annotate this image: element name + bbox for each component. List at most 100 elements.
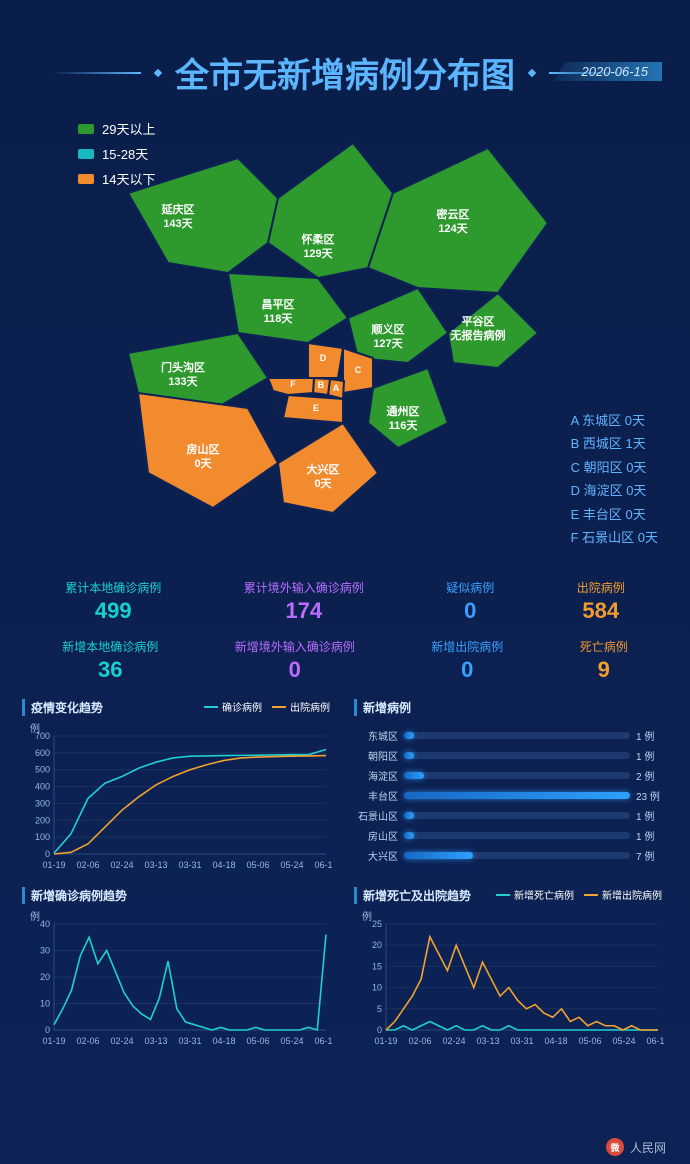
bar-track <box>404 772 630 779</box>
bar-fill <box>404 832 414 839</box>
bar-track <box>404 852 630 859</box>
bar-fill <box>404 732 414 739</box>
new-cases-bars: 东城区1 例朝阳区1 例海淀区2 例丰台区23 例石景山区1 例房山区1 例大兴… <box>354 728 668 863</box>
svg-text:03-31: 03-31 <box>178 860 201 870</box>
svg-text:02-24: 02-24 <box>110 1036 133 1046</box>
district-label: A <box>333 383 340 393</box>
legend-item: 确诊病例 <box>204 699 262 714</box>
bar-value: 1 例 <box>636 728 668 743</box>
bar-label: 丰台区 <box>354 788 398 803</box>
stat-value: 499 <box>65 598 161 624</box>
district-label: C <box>355 365 362 375</box>
bar-row: 海淀区2 例 <box>354 768 668 783</box>
annotation-line: F 石景山区 0天 <box>571 526 658 549</box>
trend-chart-panel: 疫情变化趋势 确诊病例出院病例 例01002003004005006007000… <box>22 699 336 877</box>
svg-text:400: 400 <box>35 782 50 792</box>
svg-text:例: 例 <box>30 910 40 923</box>
district-label: F <box>290 379 296 389</box>
svg-text:5: 5 <box>377 1004 382 1014</box>
bar-track <box>404 752 630 759</box>
new-cases-bar-panel: 新增病例 东城区1 例朝阳区1 例海淀区2 例丰台区23 例石景山区1 例房山区… <box>354 699 668 877</box>
stat-label: 出院病例 <box>577 579 625 596</box>
svg-text:10: 10 <box>40 999 50 1009</box>
stat-value: 174 <box>244 598 364 624</box>
bar-row: 东城区 1 例 <box>354 728 668 743</box>
svg-text:200: 200 <box>35 815 50 825</box>
svg-text:600: 600 <box>35 748 50 758</box>
stat-item: 死亡病例9 <box>580 638 628 683</box>
map-section: 29天以上15-28天14天以下 延庆区143天怀柔区129天密云区124天昌平… <box>0 97 690 577</box>
stat-value: 0 <box>431 657 503 683</box>
bar-value: 23 例 <box>636 788 668 803</box>
svg-text:20: 20 <box>372 940 382 950</box>
stat-label: 累计本地确诊病例 <box>65 579 161 596</box>
svg-text:例: 例 <box>362 910 372 923</box>
stat-item: 疑似病例0 <box>446 579 494 624</box>
bar-label: 朝阳区 <box>354 748 398 763</box>
bar-fill <box>404 752 414 759</box>
bar-row: 朝阳区1 例 <box>354 748 668 763</box>
svg-text:01-19: 01-19 <box>42 1036 65 1046</box>
svg-text:05-24: 05-24 <box>612 1036 635 1046</box>
bar-fill <box>404 852 473 859</box>
annotation-line: C 朝阳区 0天 <box>571 456 658 479</box>
bar-label: 东城区 <box>354 728 398 743</box>
bar-label: 房山区 <box>354 828 398 843</box>
legend-item: 新增死亡病例 <box>496 887 574 902</box>
source-text: 人民网 <box>630 1139 666 1156</box>
bar-track <box>404 812 630 819</box>
stat-value: 0 <box>235 657 355 683</box>
title-dot <box>154 68 162 76</box>
stat-item: 新增出院病例0 <box>431 638 503 683</box>
title-dot <box>528 68 536 76</box>
stat-label: 新增本地确诊病例 <box>62 638 158 655</box>
svg-text:0: 0 <box>377 1025 382 1035</box>
svg-text:30: 30 <box>40 946 50 956</box>
bar-row: 石景山区1 例 <box>354 808 668 823</box>
bar-value: 1 例 <box>636 808 668 823</box>
stat-item: 累计境外输入确诊病例 174 <box>244 579 364 624</box>
district-label: B <box>318 380 325 390</box>
bar-label: 海淀区 <box>354 768 398 783</box>
svg-text:40: 40 <box>40 919 50 929</box>
svg-text:03-31: 03-31 <box>510 1036 533 1046</box>
svg-text:06-14: 06-14 <box>314 1036 332 1046</box>
svg-text:500: 500 <box>35 765 50 775</box>
stat-value: 36 <box>62 657 158 683</box>
svg-text:300: 300 <box>35 798 50 808</box>
date-tag: 2020-06-15 <box>554 62 663 81</box>
stat-label: 死亡病例 <box>580 638 628 655</box>
district-annotations: A 东城区 0天B 西城区 1天C 朝阳区 0天D 海淀区 0天E 丰台区 0天… <box>571 409 658 549</box>
bar-track <box>404 832 630 839</box>
bar-track <box>404 792 630 799</box>
svg-text:700: 700 <box>35 731 50 741</box>
svg-text:04-18: 04-18 <box>544 1036 567 1046</box>
bar-label: 大兴区 <box>354 848 398 863</box>
stat-label: 累计境外输入确诊病例 <box>244 579 364 596</box>
svg-text:02-24: 02-24 <box>110 860 133 870</box>
bar-row: 房山区1 例 <box>354 828 668 843</box>
svg-text:05-06: 05-06 <box>246 860 269 870</box>
bar-fill <box>404 772 424 779</box>
svg-text:03-13: 03-13 <box>144 860 167 870</box>
svg-text:06-14: 06-14 <box>314 860 332 870</box>
trend-legend: 确诊病例出院病例 <box>204 699 330 714</box>
stats-row-2: 新增本地确诊病例 36 新增境外输入确诊病例0 新增出院病例0 死亡病例9 <box>0 636 690 685</box>
stat-label: 疑似病例 <box>446 579 494 596</box>
panel-title: 新增确诊病例趋势 <box>22 887 336 904</box>
legend-item: 出院病例 <box>272 699 330 714</box>
svg-text:02-06: 02-06 <box>76 860 99 870</box>
district-label: E <box>313 403 319 413</box>
bar-value: 7 例 <box>636 848 668 863</box>
bar-track <box>404 732 630 739</box>
source-footer: 微 人民网 <box>606 1138 666 1156</box>
stat-item: 新增境外输入确诊病例0 <box>235 638 355 683</box>
svg-text:01-19: 01-19 <box>42 860 65 870</box>
svg-text:03-13: 03-13 <box>144 1036 167 1046</box>
stat-item: 新增本地确诊病例 36 <box>62 638 158 683</box>
panel-title: 新增病例 <box>354 699 668 716</box>
bar-fill <box>404 812 414 819</box>
bar-row: 丰台区 23 例 <box>354 788 668 803</box>
svg-text:05-24: 05-24 <box>280 1036 303 1046</box>
svg-text:02-24: 02-24 <box>442 1036 465 1046</box>
